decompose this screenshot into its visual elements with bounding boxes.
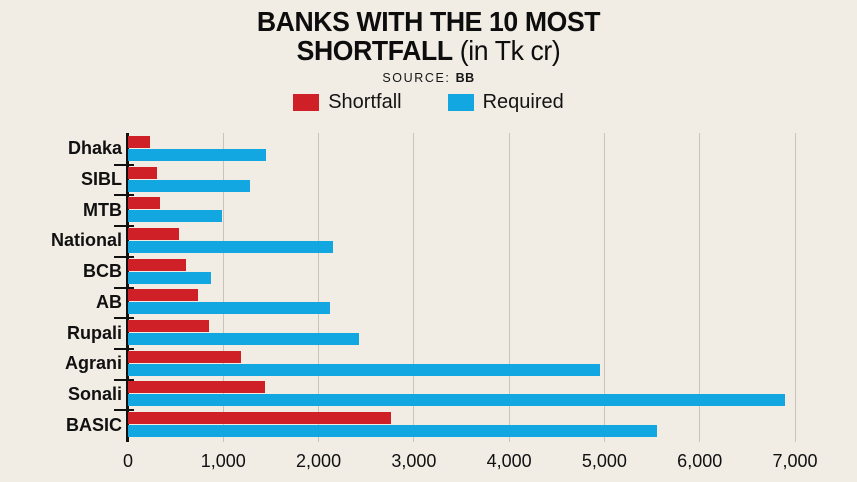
gridline: [794, 133, 796, 442]
legend-label-required: Required: [482, 91, 564, 114]
x-axis-label-0: 0: [122, 451, 134, 471]
gridline: [222, 133, 224, 442]
legend-label-shortfall: Shortfall: [328, 91, 402, 114]
x-axis-label-6000: 6,000: [677, 451, 723, 471]
y-axis-label-ab: AB: [96, 291, 122, 312]
x-axis-label-3000: 3,000: [391, 451, 437, 471]
source-label: SOURCE:: [382, 71, 451, 86]
bar-required-dhaka: [128, 148, 267, 161]
chart-legend: Shortfall Required: [0, 92, 857, 112]
bar-shortfall-mtb: [128, 197, 161, 210]
y-axis-label-agrani: Agrani: [64, 353, 122, 374]
x-axis-label-4000: 4,000: [486, 451, 532, 471]
y-axis-tick: [114, 194, 134, 196]
y-axis-tick: [114, 256, 134, 258]
y-axis-label-mtb: MTB: [83, 199, 122, 220]
x-axis-label-7000: 7,000: [772, 451, 818, 471]
legend-swatch-required: [447, 93, 474, 111]
y-axis-tick: [114, 379, 134, 381]
page-title: BANKS WITH THE 10 MOST SHORTFALL (in Tk …: [21, 6, 835, 66]
bar-required-basic: [128, 425, 657, 438]
source-value: BB: [455, 71, 475, 86]
y-axis-label-sibl: SIBL: [80, 169, 122, 190]
bar-shortfall-sibl: [128, 166, 157, 179]
y-axis-tick: [114, 409, 134, 411]
bar-shortfall-basic: [128, 412, 391, 425]
source-line: SOURCE: BB: [0, 71, 857, 85]
y-axis-tick: [114, 225, 134, 227]
chart-header: BANKS WITH THE 10 MOST SHORTFALL (in Tk …: [0, 0, 857, 112]
x-axis-label-5000: 5,000: [581, 451, 627, 471]
legend-swatch-shortfall: [293, 93, 320, 111]
bar-shortfall-national: [128, 227, 179, 240]
y-axis-tick: [114, 317, 134, 319]
bar-required-sibl: [128, 179, 250, 192]
y-axis-label-bcb: BCB: [83, 261, 122, 282]
y-axis-tick: [114, 287, 134, 289]
y-axis-label-national: National: [50, 230, 122, 251]
bar-shortfall-ab: [128, 289, 198, 302]
y-axis-label-sonali: Sonali: [67, 383, 122, 404]
gridline: [318, 133, 320, 442]
gridline: [699, 133, 701, 442]
bar-shortfall-rupali: [128, 320, 209, 333]
title-line-1: BANKS WITH THE 10 MOST: [256, 6, 601, 37]
y-axis-label-rupali: Rupali: [66, 322, 122, 343]
y-axis-label-dhaka: Dhaka: [67, 138, 122, 159]
x-axis-label-2000: 2,000: [296, 451, 342, 471]
bar-required-mtb: [128, 210, 223, 223]
y-axis-tick: [114, 348, 134, 350]
bar-shortfall-dhaka: [128, 135, 150, 148]
title-line-2-unit: (in Tk cr): [452, 34, 561, 66]
bar-shortfall-bcb: [128, 258, 186, 271]
y-axis-tick: [114, 164, 134, 166]
bar-required-sonali: [128, 394, 785, 407]
gridline: [413, 133, 415, 442]
gridline: [603, 133, 605, 442]
bar-required-rupali: [128, 333, 359, 346]
bar-required-national: [128, 240, 333, 253]
x-axis-label-1000: 1,000: [200, 451, 246, 471]
bar-required-bcb: [128, 271, 211, 284]
title-line-2-main: SHORTFALL: [296, 34, 454, 66]
bar-required-agrani: [128, 363, 600, 376]
legend-item-required[interactable]: Required: [447, 91, 564, 114]
bar-shortfall-sonali: [128, 381, 265, 394]
bar-shortfall-agrani: [128, 350, 242, 363]
bar-required-ab: [128, 302, 330, 315]
y-axis-line: [126, 133, 129, 442]
legend-item-shortfall[interactable]: Shortfall: [293, 91, 402, 114]
y-axis-label-basic: BASIC: [65, 414, 122, 435]
gridline: [508, 133, 510, 442]
